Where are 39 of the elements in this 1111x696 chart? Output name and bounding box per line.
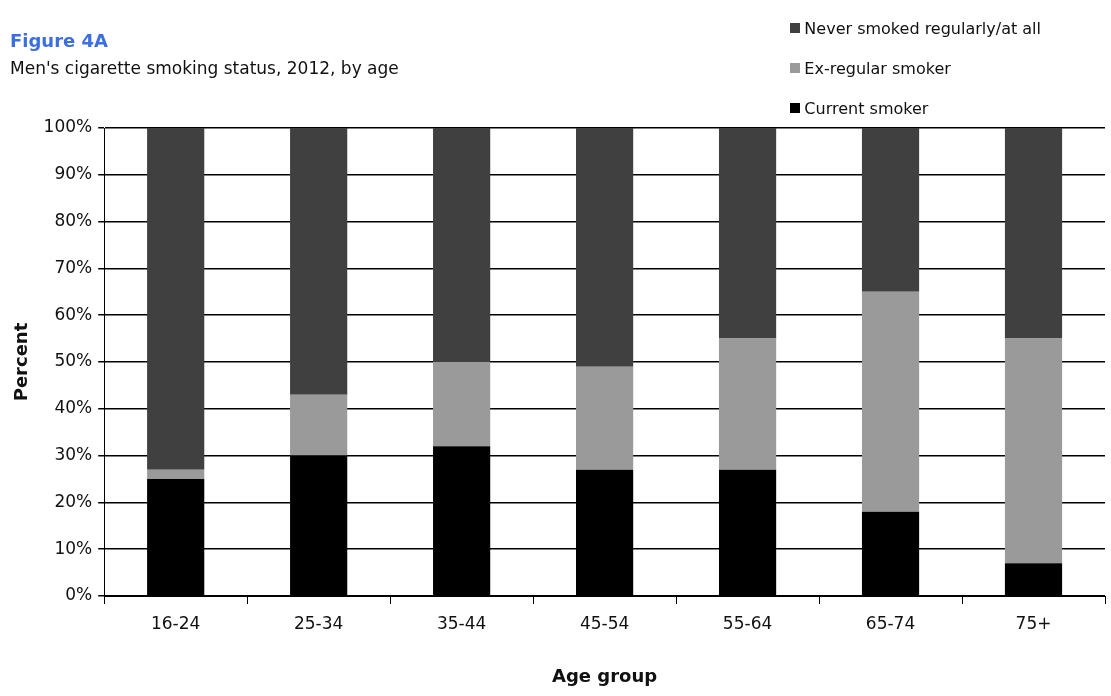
- y-tick-label: 90%: [54, 163, 93, 184]
- y-tick-label: 0%: [65, 584, 93, 605]
- x-tick-label: 65-74: [865, 612, 916, 633]
- y-tick-label: 100%: [43, 116, 93, 137]
- bar: [718, 338, 777, 470]
- bar: [861, 291, 920, 512]
- legend-label: Never smoked regularly/at all: [804, 18, 1041, 38]
- bar: [861, 128, 920, 292]
- y-tick-label: 50%: [54, 350, 93, 371]
- bar: [1004, 338, 1063, 564]
- bar: [290, 128, 348, 395]
- x-tick-label: 55-64: [722, 612, 773, 633]
- bar: [576, 128, 634, 367]
- y-axis-title: Percent: [10, 322, 32, 402]
- bar: [718, 128, 777, 339]
- y-tick-label: 70%: [54, 256, 93, 277]
- y-tick-label: 40%: [54, 397, 93, 418]
- bar: [433, 128, 491, 362]
- x-tick-label: 45-54: [579, 612, 630, 633]
- bar: [576, 366, 634, 470]
- x-axis-title: Age group: [552, 664, 658, 686]
- bar: [1004, 128, 1063, 339]
- legend-label: Current smoker: [804, 98, 929, 118]
- bar: [433, 362, 491, 447]
- chart-subtitle: Men's cigarette smoking status, 2012, by age: [10, 58, 399, 78]
- y-tick-label: 10%: [54, 537, 93, 558]
- bar: [147, 128, 205, 470]
- y-tick-label: 60%: [54, 303, 93, 324]
- x-tick-label: 25-34: [293, 612, 344, 633]
- x-tick-label: 16-24: [150, 612, 201, 633]
- y-tick-label: 30%: [54, 444, 93, 465]
- y-tick-label: 20%: [54, 490, 93, 511]
- bar: [290, 394, 348, 456]
- legend-label: Ex-regular smoker: [804, 58, 951, 78]
- x-tick-label: 35-44: [436, 612, 487, 633]
- x-tick-label: 75+: [1015, 612, 1052, 633]
- bar: [147, 469, 205, 479]
- y-tick-label: 80%: [54, 210, 93, 231]
- chart-title: Figure 4A: [10, 30, 108, 51]
